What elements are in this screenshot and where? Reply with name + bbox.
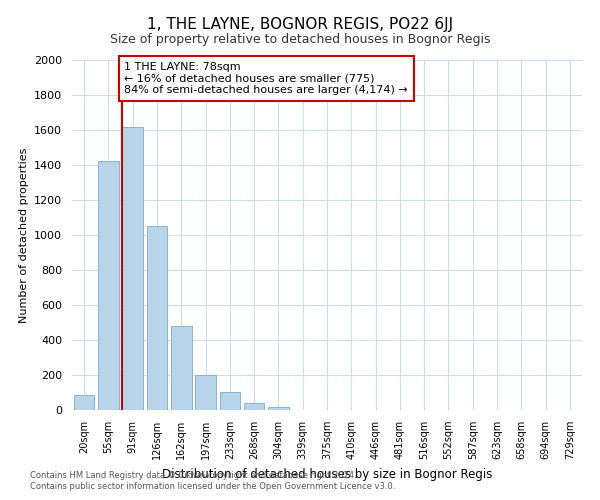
Bar <box>195 375 216 410</box>
Bar <box>268 406 289 410</box>
Text: 1, THE LAYNE, BOGNOR REGIS, PO22 6JJ: 1, THE LAYNE, BOGNOR REGIS, PO22 6JJ <box>147 18 453 32</box>
Bar <box>220 392 240 410</box>
Text: Size of property relative to detached houses in Bognor Regis: Size of property relative to detached ho… <box>110 32 490 46</box>
Bar <box>146 226 167 410</box>
Bar <box>122 128 143 410</box>
Y-axis label: Number of detached properties: Number of detached properties <box>19 148 29 322</box>
Bar <box>74 395 94 410</box>
Text: Contains HM Land Registry data © Crown copyright and database right 2024.: Contains HM Land Registry data © Crown c… <box>30 470 356 480</box>
Text: 1 THE LAYNE: 78sqm
← 16% of detached houses are smaller (775)
84% of semi-detach: 1 THE LAYNE: 78sqm ← 16% of detached hou… <box>124 62 408 95</box>
X-axis label: Distribution of detached houses by size in Bognor Regis: Distribution of detached houses by size … <box>162 468 492 480</box>
Bar <box>244 403 265 410</box>
Text: Contains public sector information licensed under the Open Government Licence v3: Contains public sector information licen… <box>30 482 395 491</box>
Bar <box>171 326 191 410</box>
Bar <box>98 160 119 410</box>
